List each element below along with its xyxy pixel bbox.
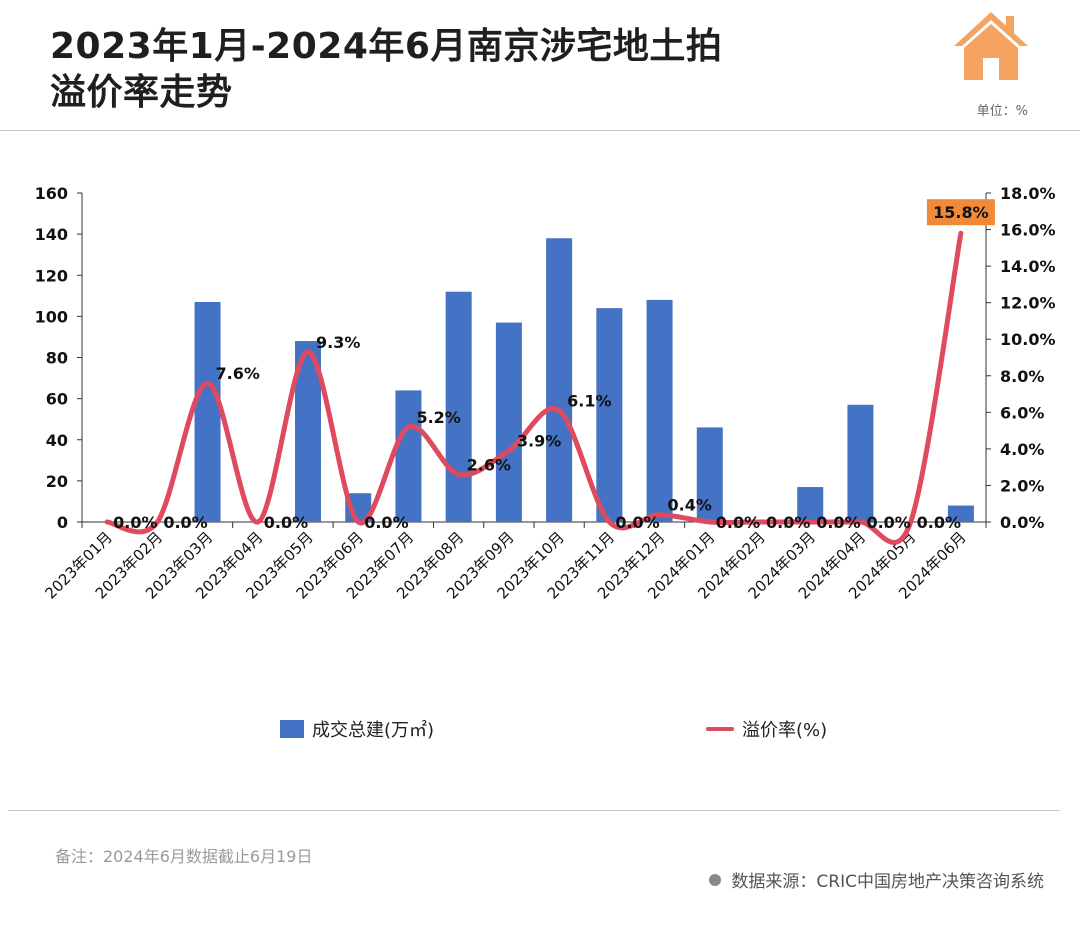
title-line-1: 2023年1月-2024年6月南京涉宅地土拍 — [50, 26, 723, 67]
line-series-premium — [104, 230, 964, 545]
y-left-tick-label: 100 — [35, 307, 68, 326]
line-data-label: 3.9% — [517, 432, 561, 451]
line-data-label: 2.6% — [467, 455, 511, 474]
y-left-tick-label: 140 — [35, 225, 68, 244]
legend-line-swatch — [706, 727, 734, 731]
line-data-label: 7.6% — [216, 364, 260, 383]
line-data-label: 0.0% — [364, 513, 408, 532]
line-data-label: 6.1% — [567, 392, 611, 411]
line-data-label: 0.0% — [264, 513, 308, 532]
title-line-2: 溢价率走势 — [50, 72, 233, 113]
legend-bar-swatch — [280, 720, 304, 738]
y-right-tick-label: 6.0% — [1000, 403, 1044, 422]
y-right-tick-label: 14.0% — [1000, 257, 1056, 276]
combo-chart: 0 20 40 60 80 100 120 140 160 0.0% 2.0% 4.0% 6.0% 8.0… — [35, 184, 1056, 603]
bar — [495, 322, 522, 522]
line-data-label: 0.0% — [766, 513, 810, 532]
header-divider — [0, 130, 1080, 131]
y-left-tick-label: 80 — [46, 349, 68, 368]
line-data-label: 0.0% — [866, 513, 910, 532]
y-left-tick-label: 20 — [46, 472, 68, 491]
bar — [646, 299, 673, 522]
footnote: 备注：2024年6月数据截止6月19日 — [55, 847, 313, 866]
y-right-tick-label: 16.0% — [1000, 221, 1056, 240]
y-right-tick-label: 4.0% — [1000, 440, 1044, 459]
line-data-label-highlight: 15.8% — [933, 203, 989, 222]
bar — [947, 505, 974, 522]
bar — [395, 390, 422, 522]
y-right-tick-label: 18.0% — [1000, 184, 1056, 203]
y-right-tick-label: 8.0% — [1000, 367, 1044, 386]
highlight-label-box — [926, 199, 995, 226]
bar — [546, 238, 573, 523]
bullet-icon — [709, 873, 722, 886]
line-data-label: 0.0% — [113, 513, 157, 532]
line-data-label: 0.4% — [668, 496, 712, 515]
line-data-label: 0.0% — [917, 513, 961, 532]
y-right-tick-label: 12.0% — [1000, 294, 1056, 313]
chart-title: 2023年1月-2024年6月南京涉宅地土拍 溢价率走势 — [50, 24, 870, 116]
line-data-label: 0.0% — [816, 513, 860, 532]
bar — [445, 291, 472, 522]
line-data-label: 5.2% — [416, 408, 460, 427]
data-source: 数据来源：CRIC中国房地产决策咨询系统 — [709, 867, 1044, 892]
footer-divider — [8, 810, 1060, 811]
unit-label: 单位：% — [976, 104, 1028, 119]
bar — [696, 427, 723, 522]
line-data-label: 0.0% — [615, 513, 659, 532]
line-data-label: 9.3% — [316, 333, 360, 352]
y-left-tick-label: 160 — [35, 184, 68, 203]
data-source-text: 数据来源：CRIC中国房地产决策咨询系统 — [731, 872, 1044, 892]
bar — [797, 487, 824, 522]
y-left-tick-label: 0 — [57, 513, 68, 532]
bar — [847, 404, 874, 522]
house-icon — [954, 12, 1028, 80]
legend-bar-label: 成交总建(万㎡) — [312, 720, 435, 741]
bar — [194, 301, 221, 522]
y-left-tick-label: 120 — [35, 266, 68, 285]
legend-item-line: 溢价率(%) — [706, 716, 827, 742]
line-data-label: 0.0% — [163, 513, 207, 532]
y-left-tick-label: 40 — [46, 431, 68, 450]
y-right-tick-label: 2.0% — [1000, 476, 1044, 495]
legend-line-label: 溢价率(%) — [742, 720, 828, 741]
line-data-label: 0.0% — [716, 513, 760, 532]
y-right-tick-label: 0.0% — [1000, 513, 1044, 532]
y-right-tick-label: 10.0% — [1000, 330, 1056, 349]
legend-item-bar: 成交总建(万㎡) — [280, 716, 434, 742]
bar — [596, 308, 623, 522]
y-left-tick-label: 60 — [46, 390, 68, 409]
